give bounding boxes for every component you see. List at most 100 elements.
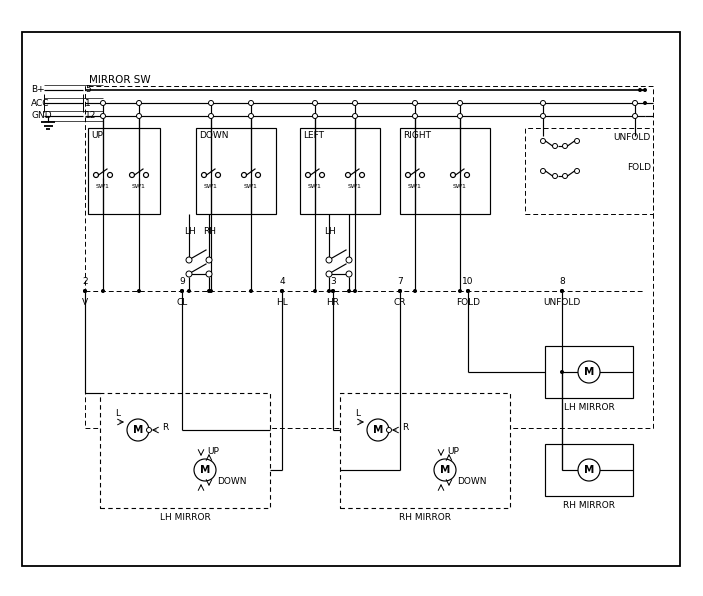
- Circle shape: [101, 289, 105, 293]
- Circle shape: [553, 144, 557, 148]
- Text: ACC: ACC: [31, 98, 49, 107]
- Text: LH: LH: [324, 227, 336, 236]
- Circle shape: [458, 101, 463, 105]
- Circle shape: [101, 101, 105, 105]
- Circle shape: [553, 173, 557, 178]
- Text: UP: UP: [447, 447, 459, 456]
- Text: 8: 8: [559, 277, 565, 286]
- Circle shape: [83, 289, 87, 293]
- Circle shape: [560, 289, 564, 293]
- Text: UNFOLD: UNFOLD: [614, 134, 651, 142]
- Circle shape: [216, 172, 221, 178]
- Circle shape: [458, 289, 462, 293]
- Text: R: R: [402, 423, 408, 432]
- Text: SW1: SW1: [453, 184, 467, 189]
- Circle shape: [136, 113, 141, 119]
- Circle shape: [83, 289, 87, 293]
- Circle shape: [331, 289, 335, 293]
- Circle shape: [413, 101, 418, 105]
- Circle shape: [242, 172, 247, 178]
- Circle shape: [465, 172, 470, 178]
- Text: LEFT: LEFT: [303, 131, 324, 140]
- Text: HR: HR: [326, 298, 340, 307]
- Bar: [545, 346, 633, 398]
- Text: 2: 2: [82, 277, 88, 286]
- Circle shape: [367, 419, 389, 441]
- Text: 10: 10: [463, 277, 474, 286]
- Text: 1: 1: [85, 98, 91, 107]
- Circle shape: [633, 113, 638, 119]
- Text: CR: CR: [394, 298, 406, 307]
- Text: L: L: [356, 409, 361, 418]
- Circle shape: [248, 101, 254, 105]
- Bar: [400, 128, 490, 214]
- Circle shape: [326, 257, 332, 263]
- Text: M: M: [583, 367, 594, 377]
- Text: SW1: SW1: [244, 184, 258, 189]
- Circle shape: [146, 427, 152, 433]
- Circle shape: [633, 101, 638, 105]
- Circle shape: [574, 169, 579, 173]
- Circle shape: [352, 113, 358, 119]
- Circle shape: [207, 289, 211, 293]
- Circle shape: [186, 257, 192, 263]
- Text: DOWN: DOWN: [457, 477, 486, 486]
- Circle shape: [466, 289, 470, 293]
- Circle shape: [129, 172, 134, 178]
- Circle shape: [420, 172, 425, 178]
- Circle shape: [137, 289, 141, 293]
- Circle shape: [562, 173, 567, 178]
- Circle shape: [319, 172, 325, 178]
- Text: UNFOLD: UNFOLD: [543, 298, 581, 307]
- Text: M: M: [373, 425, 383, 435]
- Circle shape: [101, 113, 105, 119]
- Text: SW1: SW1: [96, 184, 110, 189]
- Circle shape: [413, 289, 417, 293]
- Bar: [88, 128, 160, 214]
- Circle shape: [313, 113, 318, 119]
- Text: RIGHT: RIGHT: [403, 131, 431, 140]
- Circle shape: [541, 169, 546, 173]
- Bar: [196, 128, 276, 214]
- Circle shape: [578, 361, 600, 383]
- Circle shape: [127, 419, 149, 441]
- Circle shape: [347, 289, 351, 293]
- Text: CL: CL: [176, 298, 188, 307]
- Text: 3: 3: [330, 277, 336, 286]
- Bar: [85, 86, 653, 428]
- Text: RH MIRROR: RH MIRROR: [399, 513, 451, 522]
- Circle shape: [353, 289, 357, 293]
- Text: LH MIRROR: LH MIRROR: [564, 403, 614, 412]
- Circle shape: [194, 459, 216, 481]
- Text: SW1: SW1: [348, 184, 362, 189]
- Circle shape: [578, 459, 600, 481]
- Text: 7: 7: [397, 277, 403, 286]
- Circle shape: [206, 257, 212, 263]
- Circle shape: [387, 427, 392, 433]
- Circle shape: [280, 289, 284, 293]
- Circle shape: [255, 172, 261, 178]
- Circle shape: [541, 113, 546, 119]
- Circle shape: [206, 271, 212, 277]
- Text: HL: HL: [276, 298, 288, 307]
- Bar: [340, 393, 510, 508]
- Text: 5: 5: [85, 85, 91, 95]
- Circle shape: [313, 289, 317, 293]
- Circle shape: [202, 172, 207, 178]
- Circle shape: [180, 289, 184, 293]
- Circle shape: [209, 289, 213, 293]
- Circle shape: [398, 289, 402, 293]
- Text: SW1: SW1: [132, 184, 146, 189]
- Text: LH MIRROR: LH MIRROR: [160, 513, 210, 522]
- Circle shape: [180, 289, 184, 293]
- Bar: [300, 128, 380, 214]
- Circle shape: [327, 289, 331, 293]
- Circle shape: [406, 172, 411, 178]
- Text: 12: 12: [85, 111, 96, 120]
- Circle shape: [249, 289, 253, 293]
- Bar: [22, 32, 680, 566]
- Text: V: V: [82, 298, 88, 307]
- Text: M: M: [133, 425, 143, 435]
- Circle shape: [458, 113, 463, 119]
- Circle shape: [643, 88, 647, 92]
